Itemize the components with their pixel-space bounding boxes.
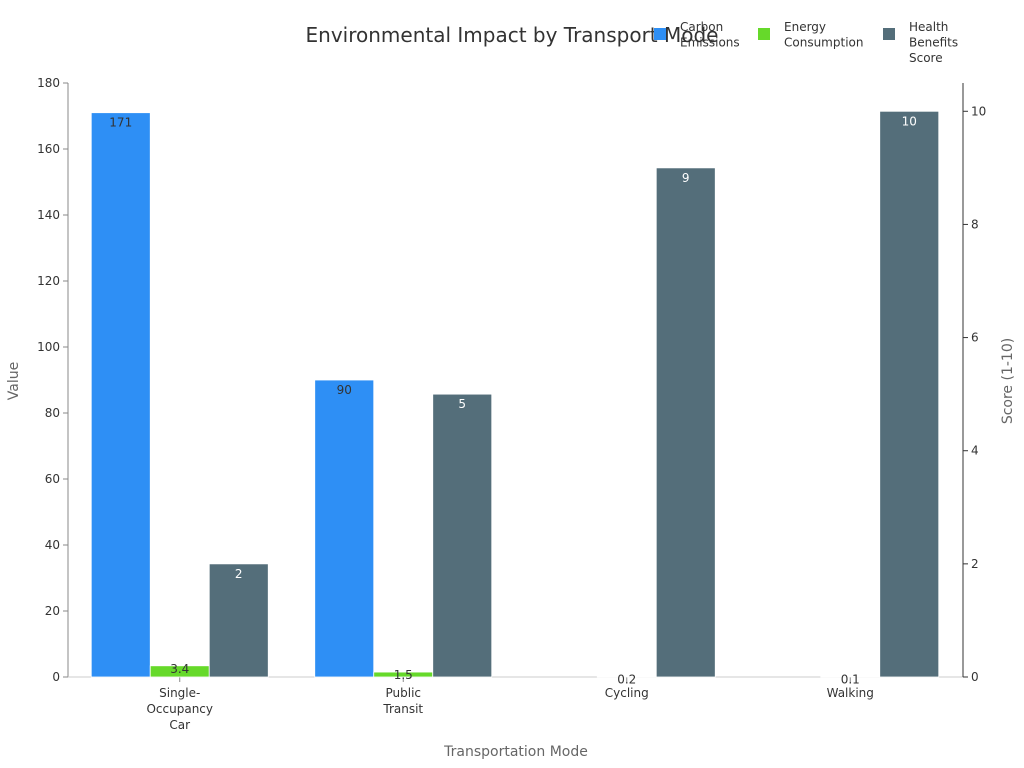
legend-label: Carbon Emissions bbox=[680, 20, 740, 50]
bar-data-label: 90 bbox=[337, 383, 352, 397]
y-tick-label: 0 bbox=[52, 670, 60, 684]
y-tick-label: 140 bbox=[37, 208, 60, 222]
bar bbox=[879, 110, 940, 678]
chart-title: Environmental Impact by Transport Mode bbox=[306, 23, 719, 47]
y2-tick-label: 4 bbox=[971, 444, 979, 458]
bar-data-label: 0.2 bbox=[617, 672, 636, 686]
legend-swatch bbox=[758, 28, 770, 40]
y2-axis-title: Score (1-10) bbox=[1000, 338, 1016, 424]
legend-swatch bbox=[883, 28, 895, 40]
x-tick-label: Public Transit bbox=[382, 686, 423, 716]
y2-tick-label: 2 bbox=[971, 557, 979, 571]
y-tick-label: 100 bbox=[37, 340, 60, 354]
bar-data-label: 1.5 bbox=[394, 668, 413, 682]
legend-label: Health Benefits Score bbox=[909, 20, 958, 65]
bar-data-label: 3.4 bbox=[170, 662, 189, 676]
y-tick-label: 20 bbox=[45, 604, 60, 618]
legend-label: Energy Consumption bbox=[784, 20, 863, 50]
legend-swatch bbox=[654, 28, 666, 40]
legend: Carbon Emissions Energy Consumption Health Be… bbox=[654, 20, 958, 65]
bar bbox=[90, 112, 151, 678]
y-tick-label: 120 bbox=[37, 274, 60, 288]
bar-data-label: 9 bbox=[682, 171, 690, 185]
bar bbox=[314, 379, 375, 678]
y-tick-label: 40 bbox=[45, 538, 60, 552]
bar bbox=[208, 563, 269, 678]
plot-area: 0 20 40 60 80 100 120 140 160 180 0 2 4 6 8 10 Single-Oc… bbox=[37, 76, 986, 732]
bar-data-label: 171 bbox=[109, 116, 132, 130]
y2-tick-label: 0 bbox=[971, 670, 979, 684]
x-axis-title: Transportation Mode bbox=[443, 744, 588, 760]
bar bbox=[432, 393, 493, 678]
y-tick-label: 160 bbox=[37, 142, 60, 156]
y-tick-label: 180 bbox=[37, 76, 60, 90]
y2-tick-label: 6 bbox=[971, 331, 979, 345]
bar-data-label: 2 bbox=[235, 567, 243, 581]
x-tick-label: Walking bbox=[827, 686, 874, 700]
bar-data-label: 10 bbox=[902, 114, 917, 128]
x-tick-label: Single-Occupancy Car bbox=[146, 686, 213, 732]
y2-tick-label: 8 bbox=[971, 217, 979, 231]
bar-data-label: 0.1 bbox=[841, 673, 860, 687]
bar-data-label: 5 bbox=[458, 397, 466, 411]
y-axis-title: Value bbox=[6, 362, 22, 400]
x-tick-label: Cycling bbox=[605, 686, 649, 700]
y-tick-label: 80 bbox=[45, 406, 60, 420]
y2-tick-label: 10 bbox=[971, 104, 986, 118]
y-tick-label: 60 bbox=[45, 472, 60, 486]
bar bbox=[655, 167, 716, 678]
